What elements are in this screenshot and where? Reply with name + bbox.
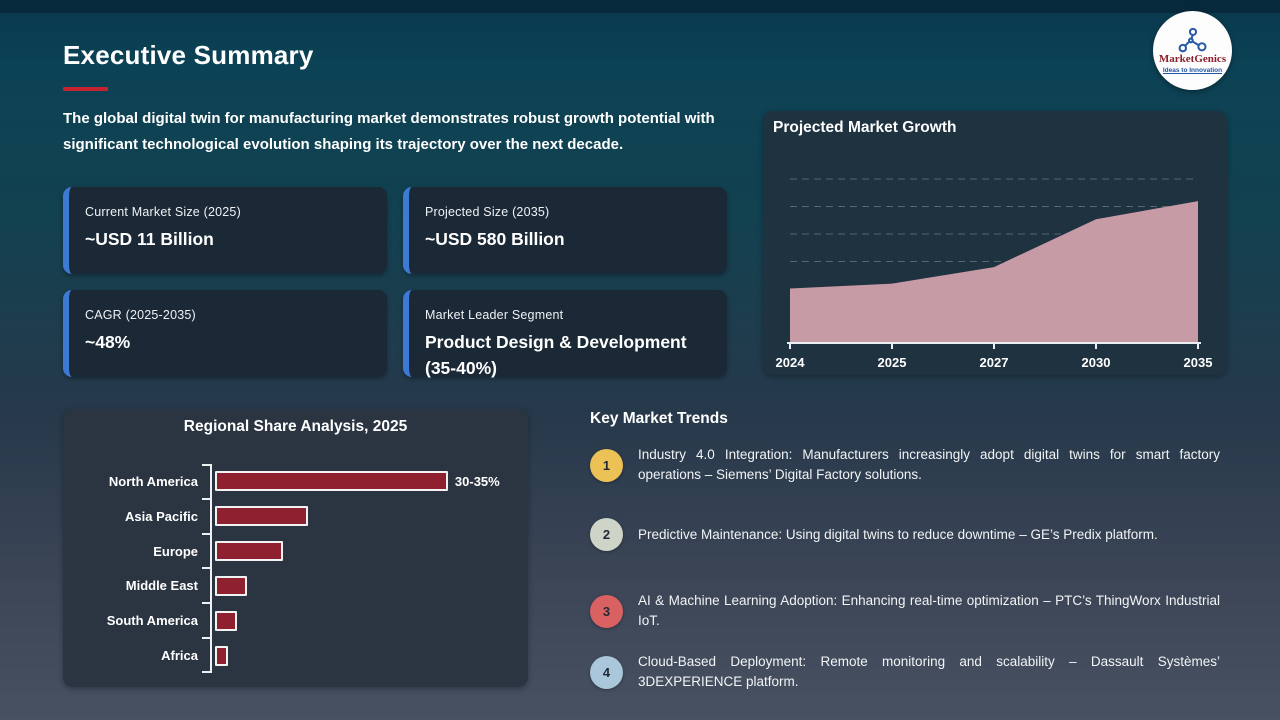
axis-tick xyxy=(202,464,211,466)
molecule-icon xyxy=(1178,27,1207,53)
stat-value: ~USD 580 Billion xyxy=(425,229,565,249)
bar-row-north-america: North America 30-35% xyxy=(63,464,528,499)
bar-row-europe: Europe xyxy=(63,534,528,569)
bar-middle-east xyxy=(215,575,248,596)
trend-number-badge: 1 xyxy=(590,448,623,482)
bar-row-africa: Africa xyxy=(63,638,528,673)
trend-item-predictive-maintenance: 2 Predictive Maintenance: Using digital … xyxy=(590,518,1220,551)
bar-row-south-america: South America xyxy=(63,603,528,638)
regional-bar-rows: North America 30-35% Asia Pacific Europe… xyxy=(63,464,528,673)
bar-label: Middle East xyxy=(125,578,198,594)
trend-item-cloud-deployment: 4 Cloud-Based Deployment: Remote monitor… xyxy=(590,652,1220,692)
bar-south-america xyxy=(215,610,237,631)
page-title: Executive Summary xyxy=(63,40,314,70)
logo-tagline-text: Ideas to Innovation xyxy=(1162,67,1223,74)
svg-text:2030: 2030 xyxy=(1082,355,1111,370)
trend-item-ai-ml-adoption: 3 AI & Machine Learning Adoption: Enhanc… xyxy=(590,591,1220,631)
svg-text:2035: 2035 xyxy=(1184,355,1213,370)
stat-card-projected-size: Projected Size (2035) ~USD 580 Billion xyxy=(403,187,727,274)
axis-tick xyxy=(202,497,211,500)
axis-tick xyxy=(202,532,211,535)
trend-text: Predictive Maintenance: Using digital tw… xyxy=(638,526,1158,542)
trend-text: Industry 4.0 Integration: Manufacturers … xyxy=(638,447,1220,482)
growth-area-chart: 2024 2025 2027 2030 2035 xyxy=(776,178,1213,370)
top-accent-bar xyxy=(0,0,1280,13)
stat-value: ~USD 11 Billion xyxy=(85,229,214,249)
marketgenics-logo: MarketGenics Ideas to Innovation xyxy=(1153,11,1232,90)
trend-number-badge: 4 xyxy=(590,655,623,689)
trends-heading: Key Market Trends xyxy=(590,410,728,427)
svg-text:2025: 2025 xyxy=(878,355,907,370)
stat-value: ~48% xyxy=(85,332,131,352)
stat-label: Market Leader Segment xyxy=(425,308,564,322)
logo-brand-text: MarketGenics xyxy=(1158,53,1227,65)
trend-text: Cloud-Based Deployment: Remote monitorin… xyxy=(638,654,1220,689)
stat-value: Product Design & Development (35-40%) xyxy=(425,332,687,378)
bar-label: Asia Pacific xyxy=(125,508,198,524)
trend-text: AI & Machine Learning Adoption: Enhancin… xyxy=(638,593,1220,628)
trend-number-badge: 3 xyxy=(590,594,623,628)
key-market-trends-section: Key Market Trends 1 Industry 4.0 Integra… xyxy=(590,410,1220,692)
title-underline-accent xyxy=(63,87,108,91)
trend-item-industry-4-0: 1 Industry 4.0 Integration: Manufacturer… xyxy=(590,445,1220,485)
regional-chart-title: Regional Share Analysis, 2025 xyxy=(183,418,408,435)
axis-tick xyxy=(202,637,211,640)
stat-label: Projected Size (2035) xyxy=(425,205,550,219)
trend-number-badge: 2 xyxy=(590,518,623,551)
axis-tick xyxy=(202,567,211,570)
regional-chart-axis xyxy=(210,464,212,673)
bar-label: Africa xyxy=(161,648,198,664)
stat-card-cagr: CAGR (2025-2035) ~48% xyxy=(63,290,387,377)
regional-bar-chart: North America 30-35% Asia Pacific Europe… xyxy=(63,464,528,673)
axis-tick xyxy=(202,602,211,605)
stat-card-market-leader-segment: Market Leader Segment Product Design & D… xyxy=(403,290,727,378)
bar-row-middle-east: Middle East xyxy=(63,568,528,603)
bar-asia-pacific xyxy=(215,506,309,527)
bar-label: South America xyxy=(106,613,198,629)
bar-data-label: 30-35% xyxy=(454,473,500,489)
bar-label: North America xyxy=(108,473,198,489)
bar-north-america xyxy=(215,471,448,492)
stat-label: Current Market Size (2025) xyxy=(85,205,241,219)
stat-cards-grid: Current Market Size (2025) ~USD 11 Billi… xyxy=(63,187,727,378)
intro-paragraph: The global digital twin for manufacturin… xyxy=(63,110,715,153)
svg-text:2024: 2024 xyxy=(776,355,806,370)
growth-chart-title: Projected Market Growth xyxy=(773,119,957,136)
bar-row-asia-pacific: Asia Pacific xyxy=(63,499,528,534)
svg-text:2027: 2027 xyxy=(980,355,1009,370)
axis-tick xyxy=(202,670,211,673)
projected-market-growth-card: Projected Market Growth 2024 2025 2027 2030… xyxy=(763,111,1227,375)
regional-share-card: Regional Share Analysis, 2025 North Amer… xyxy=(63,409,528,687)
bar-africa xyxy=(215,645,228,666)
bar-label: Europe xyxy=(153,543,198,559)
stat-label: CAGR (2025-2035) xyxy=(85,308,196,322)
stat-card-current-market-size: Current Market Size (2025) ~USD 11 Billi… xyxy=(63,187,387,274)
bar-europe xyxy=(215,541,284,562)
